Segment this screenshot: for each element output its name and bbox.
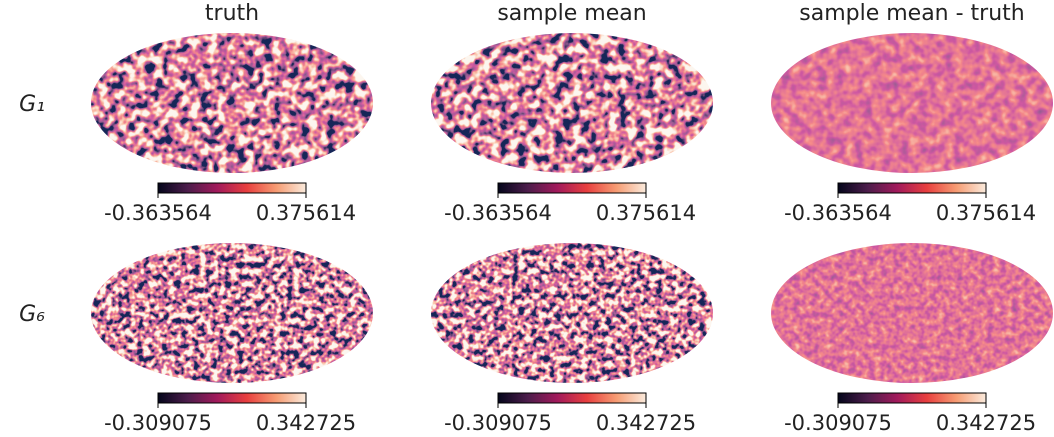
colorbar-max: 0.342725: [936, 411, 1036, 435]
colorbar-min: -0.363564: [104, 201, 212, 225]
colorbar-max: 0.342725: [256, 411, 356, 435]
sky-map: [771, 243, 1053, 383]
colorbar-min: -0.363564: [784, 201, 892, 225]
colorbar: [157, 392, 307, 404]
sky-map: [91, 243, 373, 383]
sky-map: [431, 33, 713, 173]
column-title: sample mean: [497, 1, 646, 26]
colorbar-min: -0.309075: [784, 411, 892, 435]
sky-map: [771, 33, 1053, 173]
colorbar-max: 0.375614: [936, 201, 1036, 225]
colorbar: [497, 392, 647, 404]
colorbar-max: 0.375614: [596, 201, 696, 225]
colorbar-max: 0.342725: [596, 411, 696, 435]
column-title: truth: [205, 1, 259, 26]
colorbar-min: -0.309075: [104, 411, 212, 435]
colorbar: [837, 182, 987, 194]
sky-map: [431, 243, 713, 383]
colorbar: [497, 182, 647, 194]
colorbar: [157, 182, 307, 194]
colorbar-max: 0.375614: [256, 201, 356, 225]
sky-map: [91, 33, 373, 173]
row-label: G₁: [19, 92, 45, 117]
colorbar-min: -0.363564: [444, 201, 552, 225]
colorbar-min: -0.309075: [444, 411, 552, 435]
column-title: sample mean - truth: [799, 1, 1024, 26]
colorbar: [837, 392, 987, 404]
row-label: G₆: [19, 302, 45, 327]
